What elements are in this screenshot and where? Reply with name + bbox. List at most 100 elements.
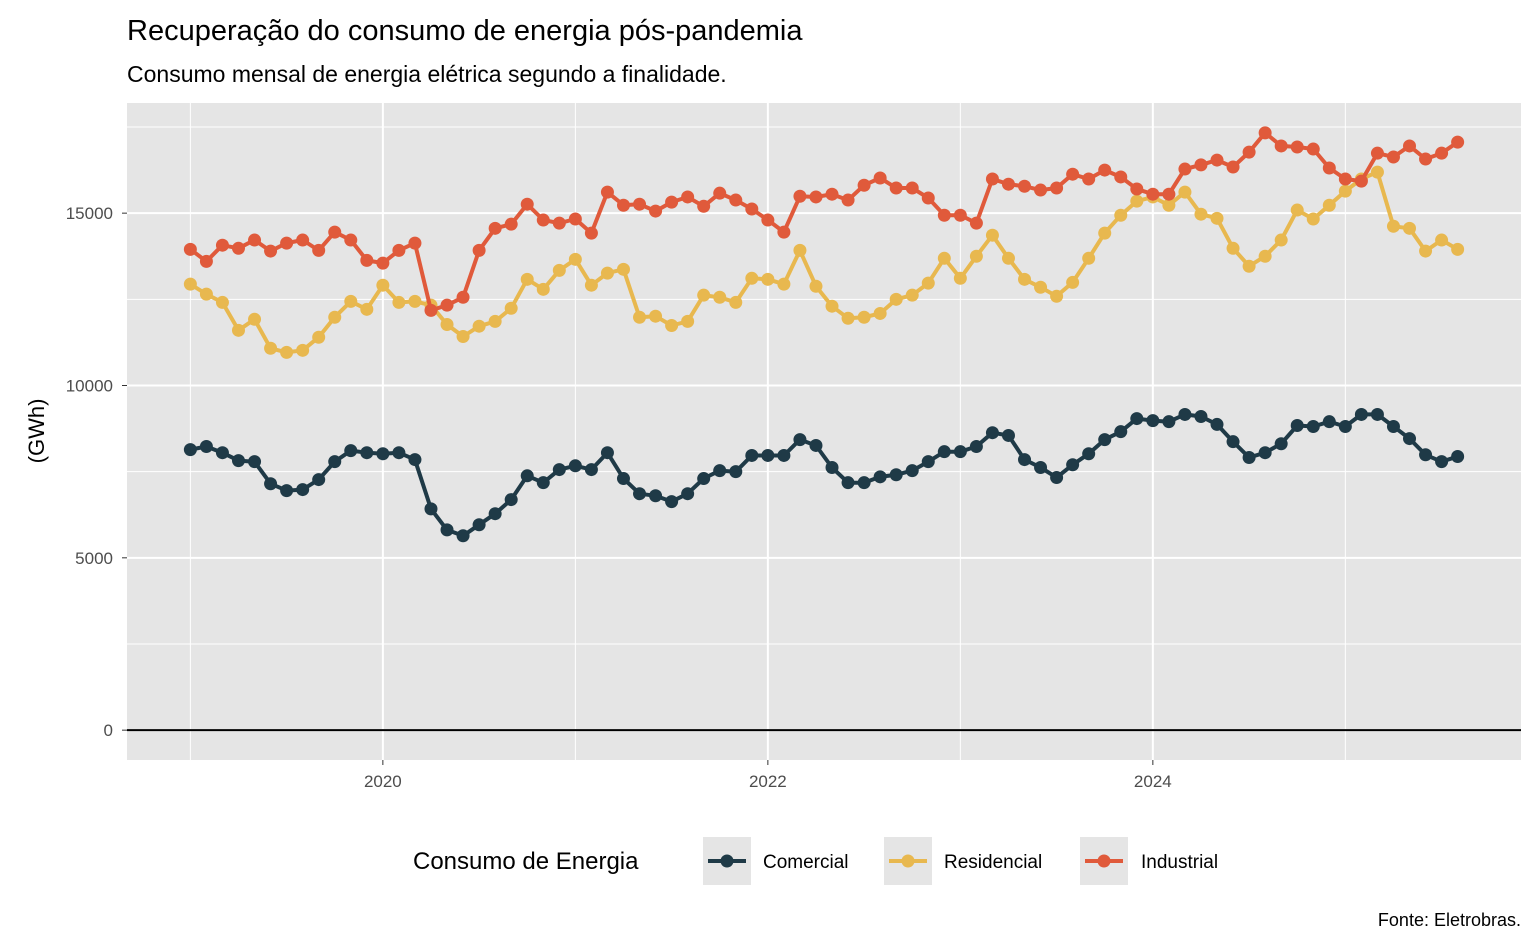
data-point xyxy=(1435,455,1449,469)
data-point xyxy=(889,468,903,482)
data-point xyxy=(328,225,342,239)
data-point xyxy=(633,310,647,324)
data-point xyxy=(681,314,695,328)
data-point xyxy=(1419,152,1433,166)
data-point xyxy=(520,272,534,286)
data-point xyxy=(360,446,374,460)
data-point xyxy=(1146,414,1160,428)
data-point xyxy=(825,461,839,475)
data-point xyxy=(1146,187,1160,201)
data-point xyxy=(1386,420,1400,434)
data-point xyxy=(985,426,999,440)
data-point xyxy=(440,317,454,331)
data-point xyxy=(841,311,855,325)
data-point xyxy=(1114,170,1128,184)
legend-key-point xyxy=(901,854,915,868)
data-point xyxy=(1210,417,1224,431)
data-point xyxy=(1290,203,1304,217)
data-point xyxy=(552,463,566,477)
data-point xyxy=(809,279,823,293)
data-point xyxy=(1370,146,1384,160)
data-point xyxy=(1066,458,1080,472)
data-point xyxy=(1242,145,1256,159)
data-point xyxy=(568,212,582,226)
data-point xyxy=(1451,449,1465,463)
data-point xyxy=(600,185,614,199)
legend: Consumo de Energia Comercial Residencial I… xyxy=(413,837,1218,885)
data-point xyxy=(568,252,582,266)
series-residencial xyxy=(183,165,1465,359)
data-point xyxy=(889,292,903,306)
data-point xyxy=(1322,415,1336,429)
data-point xyxy=(488,221,502,235)
data-point xyxy=(633,487,647,501)
axis-ticks: 0 5000 10000 15000 2020 2022 2024 xyxy=(66,204,1172,791)
data-point xyxy=(392,243,406,257)
data-point xyxy=(937,445,951,459)
data-point xyxy=(873,470,887,484)
data-point xyxy=(665,319,679,333)
data-point xyxy=(536,476,550,490)
data-point xyxy=(344,233,358,247)
data-point xyxy=(1258,126,1272,140)
data-point xyxy=(584,226,598,240)
x-tick-label: 2024 xyxy=(1134,772,1172,791)
data-point xyxy=(1419,244,1433,258)
y-tick-label: 5000 xyxy=(75,549,113,568)
data-point xyxy=(1162,415,1176,429)
data-point xyxy=(1210,153,1224,167)
data-point xyxy=(264,341,278,355)
data-point xyxy=(504,301,518,315)
data-point xyxy=(745,202,759,216)
data-point xyxy=(985,228,999,242)
data-point xyxy=(199,287,213,301)
data-point xyxy=(376,447,390,461)
data-point xyxy=(183,242,197,256)
data-point xyxy=(1242,451,1256,465)
series-comercial xyxy=(183,407,1465,543)
data-point xyxy=(1050,289,1064,303)
data-point xyxy=(1226,160,1240,174)
data-point xyxy=(504,493,518,507)
data-point xyxy=(1066,167,1080,181)
data-point xyxy=(841,476,855,490)
data-point xyxy=(1403,139,1417,153)
data-point xyxy=(392,446,406,460)
data-point xyxy=(921,276,935,290)
caption: Fonte: Eletrobras. xyxy=(1378,910,1521,930)
data-point xyxy=(616,472,630,486)
data-point xyxy=(1354,407,1368,421)
data-point xyxy=(488,314,502,328)
data-point xyxy=(1162,187,1176,201)
data-point xyxy=(633,197,647,211)
data-point xyxy=(424,502,438,516)
data-point xyxy=(1226,435,1240,449)
data-point xyxy=(1274,437,1288,451)
y-tick-label: 0 xyxy=(104,721,113,740)
data-point xyxy=(809,190,823,204)
data-point xyxy=(456,529,470,543)
data-point xyxy=(1386,219,1400,233)
data-point xyxy=(296,343,310,357)
data-point xyxy=(344,294,358,308)
legend-label-comercial: Comercial xyxy=(763,852,849,873)
data-point xyxy=(280,236,294,250)
data-point xyxy=(488,507,502,521)
data-point xyxy=(376,278,390,292)
data-point xyxy=(777,225,791,239)
data-point xyxy=(1050,181,1064,195)
data-point xyxy=(873,306,887,320)
data-point xyxy=(1130,194,1144,208)
data-point xyxy=(1178,407,1192,421)
data-point xyxy=(1370,407,1384,421)
data-point xyxy=(1354,174,1368,188)
data-point xyxy=(183,443,197,457)
data-point xyxy=(408,453,422,467)
data-point xyxy=(1178,185,1192,199)
data-point xyxy=(424,303,438,317)
y-tick-label: 15000 xyxy=(66,204,113,223)
data-point xyxy=(1082,251,1096,265)
data-point xyxy=(985,172,999,186)
data-point xyxy=(1451,242,1465,256)
data-point xyxy=(729,193,743,207)
